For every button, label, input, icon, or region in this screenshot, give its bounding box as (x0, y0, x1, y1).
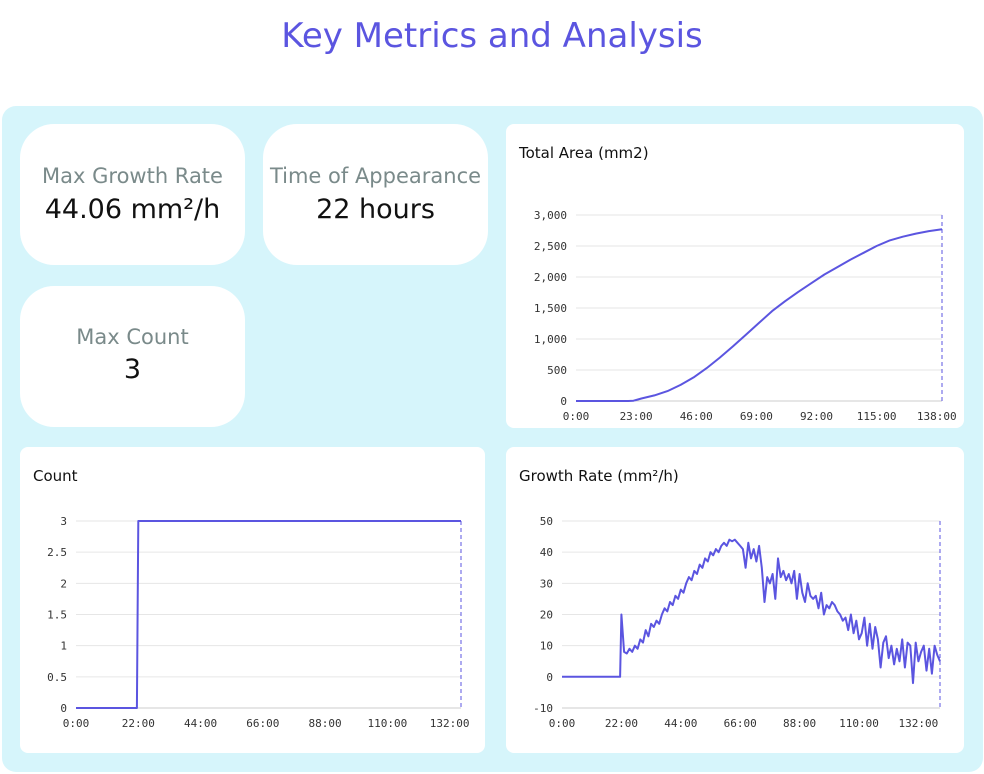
y-tick-label: -10 (533, 702, 553, 715)
x-tick-label: 132:00 (430, 717, 470, 730)
series-line (562, 538, 941, 685)
x-tick-label: 23:00 (620, 410, 653, 423)
y-tick-label: 1,000 (534, 333, 567, 346)
y-tick-label: 3,000 (534, 209, 567, 222)
x-tick-label: 110:00 (368, 717, 408, 730)
x-tick-label: 22:00 (605, 717, 638, 730)
count-chart-title: Count (33, 467, 78, 485)
x-tick-label: 132:00 (899, 717, 939, 730)
y-tick-label: 40 (540, 546, 553, 559)
growth-rate-chart-title: Growth Rate (mm²/h) (519, 467, 679, 485)
x-tick-label: 69:00 (740, 410, 773, 423)
dashboard-panel: Max Growth Rate 44.06 mm²/h Time of Appe… (2, 106, 983, 772)
x-tick-label: 22:00 (122, 717, 155, 730)
growth-rate-chart-card: Growth Rate (mm²/h) -10 0 10 20 30 40 50 0:00 22… (506, 447, 964, 753)
y-tick-label: 1,500 (534, 302, 567, 315)
y-tick-label: 2,000 (534, 271, 567, 284)
page-title: Key Metrics and Analysis (281, 16, 703, 56)
x-tick-label: 0:00 (549, 717, 576, 730)
y-tick-label: 3 (60, 515, 67, 528)
x-tick-label: 66:00 (246, 717, 279, 730)
y-tick-label: 2.5 (47, 546, 67, 559)
max-count-card: Max Count 3 (20, 286, 245, 427)
total-area-chart-title: Total Area (mm2) (519, 144, 649, 162)
time-of-appearance-card: Time of Appearance 22 hours (263, 124, 488, 265)
y-tick-label: 1 (60, 640, 67, 653)
max-growth-rate-card: Max Growth Rate 44.06 mm²/h (20, 124, 245, 265)
series-line (576, 228, 943, 402)
x-tick-label: 88:00 (309, 717, 342, 730)
x-tick-label: 46:00 (680, 410, 713, 423)
y-tick-label: 2,500 (534, 240, 567, 253)
y-tick-label: 10 (540, 640, 553, 653)
y-tick-label: 2 (60, 577, 67, 590)
y-tick-label: 0.5 (47, 671, 67, 684)
y-tick-label: 0 (560, 395, 567, 408)
x-tick-label: 0:00 (63, 717, 90, 730)
time-of-appearance-label: Time of Appearance (269, 164, 482, 188)
x-tick-label: 44:00 (664, 717, 697, 730)
max-growth-rate-label: Max Growth Rate (42, 164, 223, 188)
x-tick-label: 0:00 (563, 410, 590, 423)
max-growth-rate-value: 44.06 mm²/h (44, 194, 221, 225)
max-count-value: 3 (123, 354, 142, 385)
y-tick-label: 500 (547, 364, 567, 377)
y-tick-label: 30 (540, 577, 553, 590)
x-tick-label: 110:00 (839, 717, 879, 730)
x-tick-label: 92:00 (800, 410, 833, 423)
count-chart-card: Count 0 0.5 1 1.5 2 2.5 3 0:00 22:00 44:00 66:00 88… (20, 447, 485, 753)
y-tick-label: 20 (540, 609, 553, 622)
max-count-label: Max Count (76, 325, 189, 349)
x-tick-label: 115:00 (857, 410, 897, 423)
growth-rate-chart: -10 0 10 20 30 40 50 0:00 22:00 44:00 66:00 88:00 11… (533, 515, 941, 730)
time-of-appearance-value: 22 hours (316, 194, 435, 225)
series-line (76, 520, 461, 709)
count-chart: 0 0.5 1 1.5 2 2.5 3 0:00 22:00 44:00 66:00 88:00 110… (47, 515, 470, 730)
x-tick-label: 138:00 (917, 410, 957, 423)
y-tick-label: 0 (546, 671, 553, 684)
total-area-chart: 0 500 1,000 1,500 2,000 2,500 3,000 0:00 23:00 46… (534, 209, 957, 423)
total-area-chart-card: Total Area (mm2) 0 500 1,000 1,500 2,000 2,50… (506, 124, 964, 428)
y-tick-label: 0 (60, 702, 67, 715)
x-tick-label: 44:00 (184, 717, 217, 730)
y-tick-label: 50 (540, 515, 553, 528)
x-tick-label: 88:00 (783, 717, 816, 730)
x-tick-label: 66:00 (724, 717, 757, 730)
y-tick-label: 1.5 (47, 609, 67, 622)
